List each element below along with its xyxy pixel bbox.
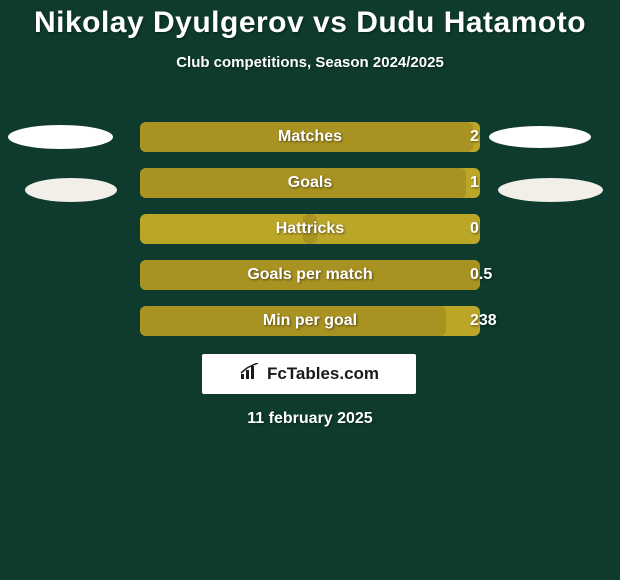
- stat-row: Min per goal238: [0, 306, 620, 336]
- subtitle: Club competitions, Season 2024/2025: [0, 54, 620, 71]
- bar-fill: [303, 214, 317, 244]
- bar-track: [140, 260, 480, 290]
- bar-track: [140, 122, 480, 152]
- stat-row: Hattricks0: [0, 214, 620, 244]
- date-label: 11 february 2025: [0, 410, 620, 428]
- page-title: Nikolay Dyulgerov vs Dudu Hatamoto: [0, 0, 620, 40]
- bar-track: [140, 306, 480, 336]
- decorative-ellipse: [25, 178, 117, 202]
- bar-fill: [140, 260, 480, 290]
- bar-track: [140, 168, 480, 198]
- bar-track: [140, 214, 480, 244]
- bar-chart-icon: [239, 363, 261, 386]
- decorative-ellipse: [8, 125, 113, 149]
- bar-fill: [140, 306, 446, 336]
- decorative-ellipse: [498, 178, 603, 202]
- stats-container: Matches2Goals1Hattricks0Goals per match0…: [0, 122, 620, 352]
- decorative-ellipse: [489, 126, 591, 148]
- stat-row: Goals per match0.5: [0, 260, 620, 290]
- bar-fill: [140, 168, 466, 198]
- brand-badge: FcTables.com: [202, 354, 416, 394]
- bar-fill: [140, 122, 473, 152]
- brand-text: FcTables.com: [267, 364, 379, 384]
